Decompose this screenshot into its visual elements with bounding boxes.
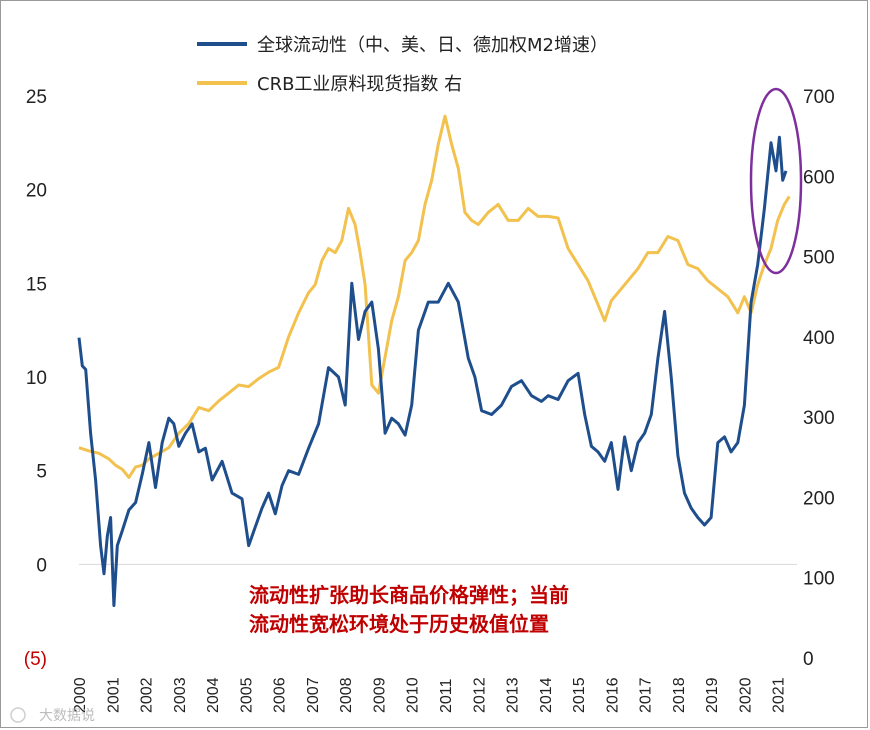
highlight-ellipse (749, 87, 803, 275)
left-y-axis: (5) 0 5 10 15 20 25 (24, 87, 47, 670)
legend-label-liquidity: 全球流动性（中、美、日、德加权M2增速） (257, 35, 608, 56)
x-tick-label: 2009 (371, 677, 388, 713)
y-left-tick-label: 0 (36, 555, 47, 576)
x-tick-label: 2003 (172, 677, 189, 713)
x-tick-label: 2015 (571, 677, 588, 713)
crb-series-line (78, 114, 791, 479)
x-tick-label: 2008 (338, 677, 355, 713)
x-tick-label: 2004 (205, 677, 222, 713)
y-right-tick-label: 500 (803, 248, 835, 269)
x-tick-label: 2021 (771, 677, 788, 713)
y-right-tick-label: 400 (803, 328, 835, 349)
right-y-axis: 0 100 200 300 400 500 600 700 (803, 87, 835, 670)
x-tick-label: 2016 (604, 677, 621, 713)
watermark-text: 大数据说 (39, 708, 95, 724)
y-right-tick-label: 200 (803, 488, 835, 509)
x-tick-label: 2006 (272, 677, 289, 713)
x-tick-label: 2020 (737, 677, 754, 713)
y-left-tick-label: (5) (24, 649, 47, 670)
annotation: 流动性扩张助长商品价格弹性；当前 流动性宽松环境处于历史极值位置 (249, 583, 569, 636)
x-tick-label: 2017 (638, 677, 655, 713)
x-tick-label: 2012 (471, 677, 488, 713)
x-tick-label: 2002 (139, 677, 156, 713)
y-left-tick-label: 5 (36, 462, 47, 483)
x-tick-label: 2001 (105, 677, 122, 713)
y-left-tick-label: 10 (26, 368, 47, 389)
x-tick-label: 2018 (671, 677, 688, 713)
x-tick-label: 2013 (505, 677, 522, 713)
y-left-tick-label: 25 (26, 87, 47, 108)
annotation-line-2: 流动性宽松环境处于历史极值位置 (249, 612, 549, 636)
y-right-tick-label: 300 (803, 408, 835, 429)
x-axis: 2000 2001 2002 2003 2004 2005 2006 2007 2008 2009… (72, 677, 788, 713)
y-right-tick-label: 600 (803, 167, 835, 188)
x-tick-label: 2011 (438, 678, 455, 713)
y-right-tick-label: 100 (803, 569, 835, 590)
x-tick-label: 2000 (72, 677, 89, 713)
x-tick-label: 2010 (405, 677, 422, 713)
x-tick-label: 2014 (538, 677, 555, 713)
liquidity-series-line (77, 135, 788, 607)
y-left-tick-label: 15 (26, 274, 47, 295)
watermark-logo-icon (10, 707, 26, 723)
x-tick-label: 2007 (305, 677, 322, 713)
y-right-tick-label: 700 (803, 87, 835, 108)
y-right-tick-label: 0 (803, 649, 814, 670)
x-tick-label: 2005 (238, 677, 255, 713)
legend: 全球流动性（中、美、日、德加权M2增速） CRB工业原料现货指数 右 (197, 35, 608, 95)
annotation-line-1: 流动性扩张助长商品价格弹性；当前 (249, 583, 569, 607)
x-tick-label: 2019 (704, 677, 721, 713)
y-left-tick-label: 20 (26, 181, 47, 202)
legend-label-crb: CRB工业原料现货指数 右 (257, 74, 462, 95)
